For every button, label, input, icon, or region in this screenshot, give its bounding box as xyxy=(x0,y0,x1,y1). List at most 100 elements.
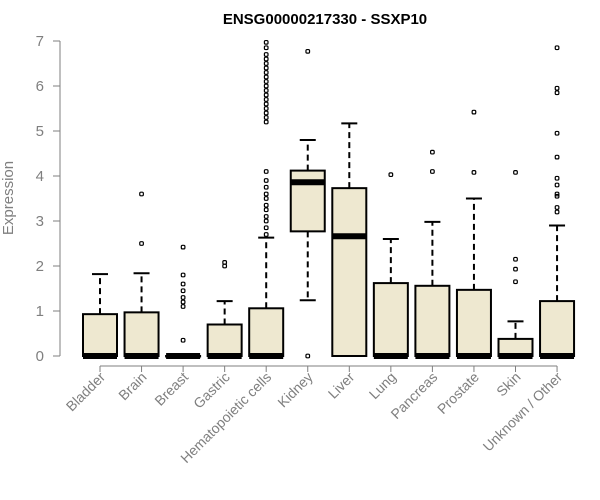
outlier-point xyxy=(263,74,269,80)
outlier-point xyxy=(263,202,269,208)
outlier-point xyxy=(180,272,186,278)
outlier-point xyxy=(263,70,269,75)
y-tick-label: 0 xyxy=(36,348,44,365)
outlier-point xyxy=(139,241,144,246)
y-tick-label: 5 xyxy=(36,123,44,140)
box-group xyxy=(123,191,160,359)
x-category-label: Lung xyxy=(366,369,399,402)
outlier-point xyxy=(180,337,186,343)
outlier-point xyxy=(263,218,269,224)
y-tick-label: 3 xyxy=(36,213,44,230)
outlier-point xyxy=(180,304,186,309)
box xyxy=(248,307,285,357)
outlier-point xyxy=(513,279,518,285)
outlier-point xyxy=(263,196,269,201)
chart-title: ENSG00000217330 - SSXP10 xyxy=(223,11,427,28)
outlier-point xyxy=(554,130,560,136)
outlier-point xyxy=(263,83,269,89)
outlier-point xyxy=(263,39,269,45)
outlier-point xyxy=(263,232,269,237)
box xyxy=(331,187,368,357)
box xyxy=(82,313,118,357)
outlier-point xyxy=(180,244,186,250)
outlier-point xyxy=(305,48,311,54)
x-category-label: Prostate xyxy=(434,369,482,417)
box-group xyxy=(539,45,576,359)
outlier-point xyxy=(263,207,269,213)
outlier-point xyxy=(263,56,269,62)
outlier-point xyxy=(513,256,518,262)
outlier-point xyxy=(388,172,394,178)
y-tick-label: 6 xyxy=(36,78,44,95)
outlier-point xyxy=(263,191,269,197)
box-group xyxy=(372,172,409,359)
outlier-point xyxy=(139,191,144,197)
plot-area xyxy=(82,39,576,359)
outlier-point xyxy=(471,109,477,115)
y-tick-label: 4 xyxy=(36,168,44,185)
x-category-label: Bladder xyxy=(63,369,109,415)
outlier-point xyxy=(263,79,269,84)
box-group xyxy=(82,273,118,359)
outlier-point xyxy=(554,90,560,96)
outlier-point xyxy=(263,110,269,116)
box-group xyxy=(289,48,326,359)
x-category-label: Liver xyxy=(325,369,358,402)
box-group xyxy=(414,149,451,359)
outlier-point xyxy=(554,175,560,181)
outlier-point xyxy=(180,281,186,287)
box xyxy=(206,323,243,357)
outlier-point xyxy=(263,65,269,71)
box-group xyxy=(206,260,243,359)
outlier-point xyxy=(305,353,311,359)
outlier-point xyxy=(263,119,269,125)
box xyxy=(414,284,451,357)
outlier-point xyxy=(263,225,269,231)
y-tick-label: 7 xyxy=(36,33,44,50)
box-group xyxy=(455,109,492,359)
outlier-point xyxy=(554,45,560,51)
outlier-point xyxy=(263,101,269,107)
outlier-point xyxy=(222,260,228,265)
outlier-point xyxy=(263,92,269,98)
box-group xyxy=(248,39,285,359)
outlier-point xyxy=(263,97,269,102)
y-axis-title: Expression xyxy=(0,161,17,235)
outlier-point xyxy=(263,169,269,174)
outlier-point xyxy=(513,170,518,175)
box xyxy=(123,311,160,358)
outlier-point xyxy=(263,184,269,190)
outlier-point xyxy=(554,205,560,210)
y-tick-label: 1 xyxy=(36,303,44,320)
outlier-point xyxy=(471,170,477,175)
x-category-label: Breast xyxy=(151,369,191,409)
x-category-label: Skin xyxy=(493,369,524,400)
outlier-point xyxy=(263,61,269,66)
outlier-point xyxy=(263,45,269,51)
outlier-point xyxy=(180,295,186,300)
outlier-point xyxy=(554,193,560,199)
outlier-point xyxy=(430,169,435,174)
y-axis: 0 1 2 3 4 5 6 7 xyxy=(36,33,61,365)
outlier-point xyxy=(430,149,435,155)
y-tick-label: 2 xyxy=(36,258,44,275)
box xyxy=(372,282,409,358)
outlier-point xyxy=(263,214,269,219)
box xyxy=(455,288,492,358)
outlier-point xyxy=(263,52,269,57)
x-category-label: Brain xyxy=(115,369,149,403)
x-category-label: Kidney xyxy=(274,369,316,411)
outlier-point xyxy=(554,182,560,188)
outlier-point xyxy=(554,191,560,197)
outlier-point xyxy=(263,88,269,93)
outlier-point xyxy=(554,209,560,215)
outlier-point xyxy=(554,85,560,91)
x-category-label: Unknown / Other xyxy=(480,369,566,455)
outlier-point xyxy=(513,266,518,272)
outlier-point xyxy=(263,106,269,111)
outlier-point xyxy=(180,299,186,305)
outlier-point xyxy=(263,115,269,120)
box-group xyxy=(165,244,202,359)
